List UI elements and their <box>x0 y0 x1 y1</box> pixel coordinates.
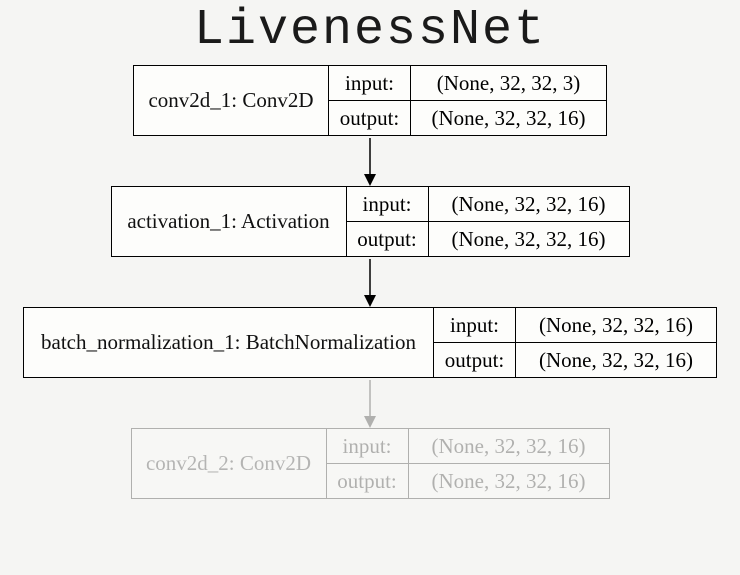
io-row-input: input: (None, 32, 32, 16) <box>434 308 716 342</box>
io-row-input: input: (None, 32, 32, 3) <box>329 66 606 100</box>
io-val-input: (None, 32, 32, 16) <box>516 308 716 342</box>
io-val-output: (None, 32, 32, 16) <box>429 222 629 256</box>
io-row-output: output: (None, 32, 32, 16) <box>327 463 609 498</box>
io-key-output: output: <box>347 222 429 256</box>
arrow-icon <box>360 257 380 307</box>
arrow-icon <box>360 378 380 428</box>
io-key-input: input: <box>434 308 516 342</box>
layer-io: input: (None, 32, 32, 3) output: (None, … <box>329 66 606 135</box>
io-row-output: output: (None, 32, 32, 16) <box>347 221 629 256</box>
io-row-output: output: (None, 32, 32, 16) <box>434 342 716 377</box>
io-val-output: (None, 32, 32, 16) <box>409 464 609 498</box>
diagram-title: LivenessNet <box>194 2 546 59</box>
io-val-output: (None, 32, 32, 16) <box>411 101 606 135</box>
io-val-input: (None, 32, 32, 16) <box>429 187 629 221</box>
io-key-output: output: <box>327 464 409 498</box>
arrow-icon <box>360 136 380 186</box>
io-key-output: output: <box>434 343 516 377</box>
io-row-input: input: (None, 32, 32, 16) <box>327 429 609 463</box>
layer-label: conv2d_2: Conv2D <box>132 429 327 498</box>
layer-label: batch_normalization_1: BatchNormalizatio… <box>24 308 434 377</box>
layer-box: activation_1: Activation input: (None, 3… <box>111 186 630 257</box>
io-key-input: input: <box>347 187 429 221</box>
io-row-output: output: (None, 32, 32, 16) <box>329 100 606 135</box>
io-row-input: input: (None, 32, 32, 16) <box>347 187 629 221</box>
io-key-output: output: <box>329 101 411 135</box>
layer-box: conv2d_2: Conv2D input: (None, 32, 32, 1… <box>131 428 610 499</box>
layer-io: input: (None, 32, 32, 16) output: (None,… <box>327 429 609 498</box>
layer-box: batch_normalization_1: BatchNormalizatio… <box>23 307 717 378</box>
diagram-page: LivenessNet conv2d_1: Conv2D input: (Non… <box>0 0 740 575</box>
io-key-input: input: <box>329 66 411 100</box>
layer-io: input: (None, 32, 32, 16) output: (None,… <box>347 187 629 256</box>
io-val-input: (None, 32, 32, 3) <box>411 66 606 100</box>
layer-box: conv2d_1: Conv2D input: (None, 32, 32, 3… <box>133 65 607 136</box>
layer-label: conv2d_1: Conv2D <box>134 66 329 135</box>
io-val-input: (None, 32, 32, 16) <box>409 429 609 463</box>
layer-label: activation_1: Activation <box>112 187 347 256</box>
io-val-output: (None, 32, 32, 16) <box>516 343 716 377</box>
layer-io: input: (None, 32, 32, 16) output: (None,… <box>434 308 716 377</box>
io-key-input: input: <box>327 429 409 463</box>
